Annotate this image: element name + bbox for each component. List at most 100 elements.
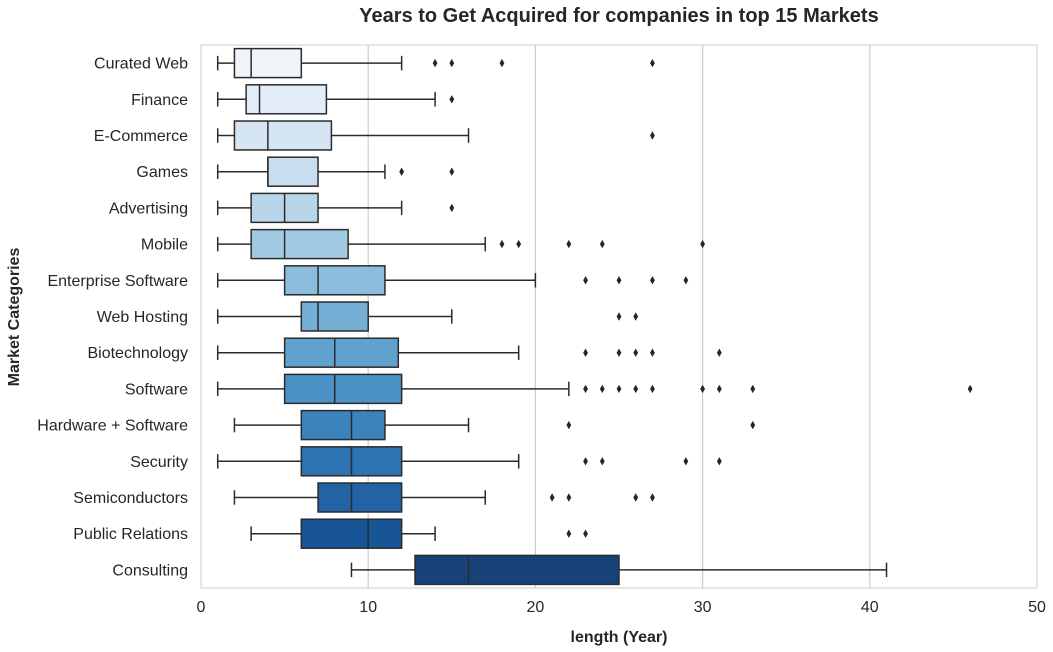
outlier-point	[967, 384, 973, 394]
outlier-point	[683, 276, 689, 285]
x-tick-label: 10	[359, 599, 377, 616]
box-group	[216, 47, 655, 79]
box-group	[233, 409, 756, 441]
box-group	[216, 337, 722, 368]
outlier-point	[683, 457, 689, 466]
outlier-point	[583, 529, 588, 538]
category-label: Semiconductors	[73, 490, 188, 507]
outlier-point	[449, 167, 455, 176]
outlier-point	[599, 384, 605, 394]
box-group	[216, 373, 973, 405]
category-label: Curated Web	[94, 56, 188, 73]
box-group	[216, 228, 705, 260]
outlier-point	[516, 239, 522, 249]
outlier-point	[700, 239, 705, 249]
outlier-point	[499, 58, 505, 68]
box-group	[216, 192, 455, 224]
outlier-point	[650, 384, 655, 394]
x-tick-label: 20	[527, 599, 545, 616]
outlier-point	[716, 457, 722, 466]
y-axis-label: Market Categories	[6, 248, 23, 387]
category-label: Finance	[131, 92, 188, 109]
plot-frame	[200, 44, 1038, 589]
category-label: Web Hosting	[97, 309, 188, 326]
outlier-point	[650, 58, 655, 68]
box-group	[216, 301, 639, 332]
category-label: Biotechnology	[87, 345, 188, 362]
outlier-point	[716, 348, 722, 357]
box	[300, 518, 403, 549]
y-category-labels: Curated Web Finance E-Commerce Games Adverti…	[37, 56, 188, 580]
outlier-point	[449, 95, 455, 104]
box	[245, 84, 328, 115]
category-label: Advertising	[109, 200, 188, 217]
outlier-point	[566, 239, 572, 249]
outlier-point	[616, 276, 622, 285]
category-label: Software	[125, 381, 188, 398]
outlier-point	[432, 58, 438, 68]
box	[233, 120, 333, 151]
x-tick-label: 30	[694, 599, 712, 616]
outlier-point	[583, 276, 588, 285]
x-tick-label: 0	[197, 599, 206, 616]
box	[283, 373, 403, 405]
outlier-point	[583, 457, 588, 466]
box	[250, 228, 349, 260]
x-tick-label: 40	[861, 599, 879, 616]
outlier-point	[599, 457, 605, 466]
outlier-point	[650, 131, 655, 140]
outlier-point	[700, 384, 705, 394]
outlier-point	[633, 384, 639, 394]
category-label: Enterprise Software	[47, 273, 188, 290]
box	[283, 337, 400, 368]
outlier-point	[566, 529, 572, 538]
box	[317, 482, 403, 513]
outlier-point	[616, 384, 622, 394]
box-group	[216, 84, 455, 115]
box	[414, 554, 620, 586]
box-group	[350, 554, 888, 586]
category-label: Public Relations	[73, 526, 188, 543]
chart-title: Years to Get Acquired for companies in t…	[359, 5, 878, 27]
category-label: Mobile	[141, 237, 188, 254]
box-series	[216, 47, 973, 586]
category-label: E-Commerce	[94, 128, 188, 145]
outlier-point	[750, 420, 756, 430]
category-label: Hardware + Software	[37, 418, 188, 435]
category-label: Consulting	[112, 562, 188, 579]
outlier-point	[583, 384, 588, 394]
outlier-point	[449, 58, 455, 68]
box	[300, 409, 386, 441]
outlier-point	[633, 493, 639, 502]
box	[233, 47, 303, 79]
outlier-point	[750, 384, 756, 394]
outlier-point	[616, 348, 622, 357]
outlier-point	[566, 493, 572, 502]
box-group	[250, 518, 588, 549]
outlier-point	[583, 348, 588, 357]
x-tick-label: 50	[1028, 599, 1046, 616]
box-group	[216, 265, 689, 296]
outlier-point	[599, 239, 605, 249]
outlier-point	[549, 493, 555, 502]
category-label: Games	[136, 164, 188, 181]
outlier-point	[449, 203, 455, 213]
outlier-point	[566, 420, 572, 430]
outlier-point	[633, 312, 639, 321]
box-group	[216, 446, 722, 477]
outlier-point	[716, 384, 722, 394]
outlier-point	[499, 239, 505, 249]
box-group	[216, 156, 455, 187]
outlier-point	[399, 167, 405, 176]
outlier-point	[650, 348, 655, 357]
box-group	[216, 120, 655, 151]
box	[300, 301, 369, 332]
x-tick-labels: 0 10 20 30 40 50	[197, 599, 1046, 616]
box-group	[233, 482, 655, 513]
box	[267, 156, 319, 187]
category-label: Security	[130, 454, 188, 471]
outlier-point	[616, 312, 622, 321]
x-axis-label: length (Year)	[571, 629, 668, 646]
box	[283, 265, 386, 296]
